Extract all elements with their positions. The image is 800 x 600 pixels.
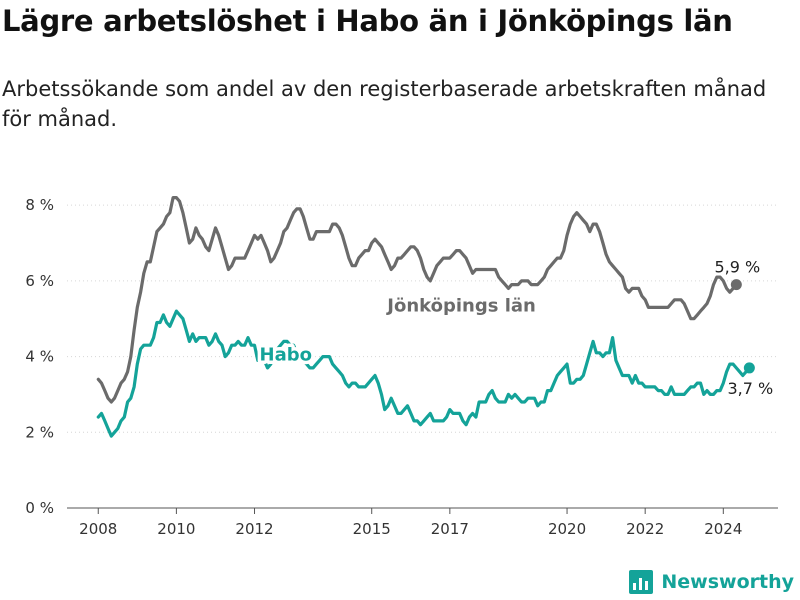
x-tick-label: 2020 — [548, 520, 586, 538]
series-line-j-nk-pings-l-n — [96, 196, 738, 404]
x-tick-label: 2012 — [235, 520, 273, 538]
series-label-j-nk-pings-l-n: Jönköpings län — [385, 295, 536, 316]
series-labels: 5,9 % 3,7 % Jönköpings län Habo — [256, 258, 773, 398]
series-line-habo — [96, 309, 752, 438]
chart-subtitle: Arbetssökande som andel av den registerb… — [2, 77, 767, 131]
bar-chart-icon — [629, 570, 654, 594]
grid-layer — [67, 204, 778, 433]
brand-logo: Newsworthy — [629, 570, 794, 594]
brand-name: Newsworthy — [661, 571, 794, 593]
y-tick-label: 0 % — [25, 499, 54, 517]
series-label-habo: Habo — [260, 345, 312, 366]
end-value-label: 5,9 % — [714, 258, 760, 277]
x-tick-label: 2022 — [626, 520, 664, 538]
end-value-label: 3,7 % — [727, 379, 773, 398]
x-tick-label: 2024 — [704, 520, 742, 538]
y-axis: 0 % 2 % 4 % 6 % 8 % — [25, 196, 54, 517]
chart-title: Lägre arbetslöshet i Habo än i Jönköping… — [2, 4, 733, 38]
end-point-habo — [743, 362, 755, 374]
x-tick-label: 2010 — [157, 520, 195, 538]
y-tick-label: 8 % — [25, 196, 54, 214]
end-point-j-nk-pings-l-n — [730, 279, 742, 291]
x-tick-label: 2008 — [79, 520, 117, 538]
y-tick-label: 2 % — [25, 423, 54, 441]
y-tick-label: 6 % — [25, 272, 54, 290]
y-tick-label: 4 % — [25, 348, 54, 366]
series-lines — [96, 196, 755, 438]
x-axis: 2008 2010 2012 2015 2017 2020 2022 2024 — [67, 507, 778, 538]
x-tick-label: 2015 — [353, 520, 391, 538]
x-tick-label: 2017 — [431, 520, 469, 538]
